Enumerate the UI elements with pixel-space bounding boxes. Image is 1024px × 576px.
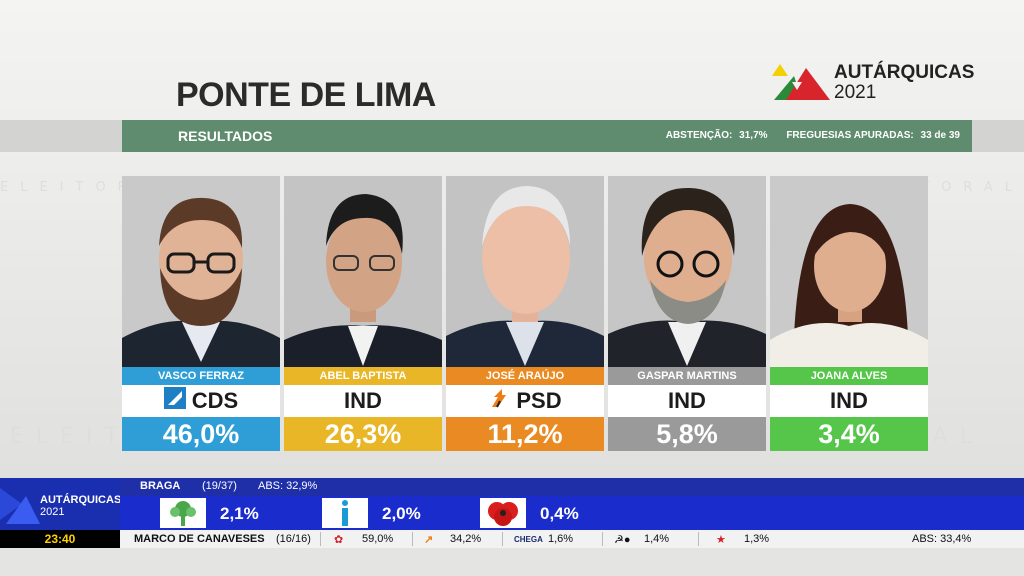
page-title: PONTE DE LIMA — [176, 76, 436, 114]
chega-icon: CHEGA — [514, 535, 543, 544]
candidate-percent: 11,2% — [446, 417, 604, 451]
logo-name: AUTÁRQUICAS — [834, 62, 975, 83]
ticker-item: 2,1% — [160, 498, 280, 528]
candidate-name: GASPAR MARTINS — [608, 367, 766, 385]
candidate-card: JOSÉ ARAÚJO PSD 11,2% — [446, 176, 604, 451]
candidate-percent: 3,4% — [770, 417, 928, 451]
ticker-brand-year: 2021 — [40, 506, 65, 518]
ticker-value: 2,1% — [220, 504, 259, 523]
logo-mark-icon — [772, 64, 830, 100]
psd-arrow-icon: ↗ — [424, 534, 434, 546]
candidate-photo — [122, 176, 280, 367]
abstention-value: 31,7% — [739, 130, 768, 141]
candidate-card: VASCO FERRAZ CDS 46,0% — [122, 176, 280, 451]
candidate-card: ABEL BAPTISTA IND 26,3% — [284, 176, 442, 451]
ticker-brand-name: AUTÁRQUICAS — [40, 494, 120, 506]
ticker-bottom-value: 34,2% — [450, 533, 482, 545]
ticker-item: 0,4% — [480, 498, 600, 528]
candidate-card: GASPAR MARTINS IND 5,8% — [608, 176, 766, 451]
party-name: IND — [668, 388, 706, 413]
results-bar: RESULTADOS ABSTENÇÃO: 31,7% FREGUESIAS A… — [122, 120, 972, 152]
ticker-header: BRAGA (19/37) ABS: 32,9% — [120, 478, 1024, 496]
candidate-name: JOSÉ ARAÚJO — [446, 367, 604, 385]
party-name: PSD — [516, 388, 562, 413]
tree-icon — [160, 498, 206, 528]
ticker-place: MARCO DE CANAVESES — [134, 533, 265, 545]
parishes-value: 33 de 39 — [920, 130, 960, 141]
clock: 23:40 — [0, 530, 120, 548]
divider — [320, 532, 321, 546]
party-name: CDS — [191, 388, 239, 413]
candidate-name: VASCO FERRAZ — [122, 367, 280, 385]
ticker-logo: AUTÁRQUICAS 2021 — [0, 478, 120, 530]
ticker-district: BRAGA — [140, 480, 181, 492]
divider — [602, 532, 603, 546]
party-name: IND — [830, 388, 868, 413]
party-row: CDS — [122, 385, 280, 417]
bottom-strip — [0, 548, 1024, 576]
logo-year: 2021 — [834, 82, 877, 103]
ticker-bottom-value: 1,6% — [548, 533, 574, 545]
results-label: RESULTADOS — [178, 128, 273, 144]
ticker-district-count: (19/37) — [202, 480, 237, 492]
parishes-label: FREGUESIAS APURADAS: — [786, 130, 914, 141]
psd-arrow-icon — [488, 387, 510, 415]
i-letter-icon — [322, 498, 368, 528]
candidate-percent: 5,8% — [608, 417, 766, 451]
ps-icon: ✿ — [334, 534, 344, 546]
party-row: IND — [770, 385, 928, 417]
candidate-name: JOANA ALVES — [770, 367, 928, 385]
candidate-photo — [446, 176, 604, 367]
ticker-bottom: MARCO DE CANAVESES (16/16) ✿ 59,0% ↗ 34,… — [120, 530, 1024, 548]
candidate-photo — [608, 176, 766, 367]
divider — [698, 532, 699, 546]
ticker-main: 2,1% 2,0% 0,4% — [120, 496, 1024, 530]
candidate-percent: 46,0% — [122, 417, 280, 451]
autarquicas-logo: AUTÁRQUICAS 2021 — [772, 62, 975, 104]
ticker-item: 2,0% — [322, 498, 442, 528]
ticker-bottom-abs: ABS: 33,4% — [912, 533, 972, 545]
ticker-bottom-value: 59,0% — [362, 533, 394, 545]
candidate-photo — [284, 176, 442, 367]
abstention-label: ABSTENÇÃO: — [665, 130, 733, 141]
candidate-percent: 26,3% — [284, 417, 442, 451]
party-row: PSD — [446, 385, 604, 417]
divider — [412, 532, 413, 546]
ticker-district-abs: ABS: 32,9% — [258, 480, 318, 492]
poppy-icon — [480, 498, 526, 528]
party-name: IND — [344, 388, 382, 413]
divider — [502, 532, 503, 546]
ticker-value: 0,4% — [540, 504, 579, 523]
party-row: IND — [608, 385, 766, 417]
cdu-icon: ☭● — [614, 534, 631, 546]
be-star-icon: ★ — [716, 534, 726, 546]
party-row: IND — [284, 385, 442, 417]
ticker-bottom-value: 1,3% — [744, 533, 770, 545]
candidate-card: JOANA ALVES IND 3,4% — [770, 176, 928, 451]
results-stats: ABSTENÇÃO: 31,7% FREGUESIAS APURADAS: 33… — [662, 130, 960, 141]
ticker-bottom-value: 1,4% — [644, 533, 670, 545]
cds-logo-icon — [163, 387, 186, 415]
ticker-logo-mark-icon — [0, 488, 40, 524]
candidate-photo — [770, 176, 928, 367]
candidate-name: ABEL BAPTISTA — [284, 367, 442, 385]
ticker-place-count: (16/16) — [276, 533, 311, 545]
ticker-value: 2,0% — [382, 504, 421, 523]
